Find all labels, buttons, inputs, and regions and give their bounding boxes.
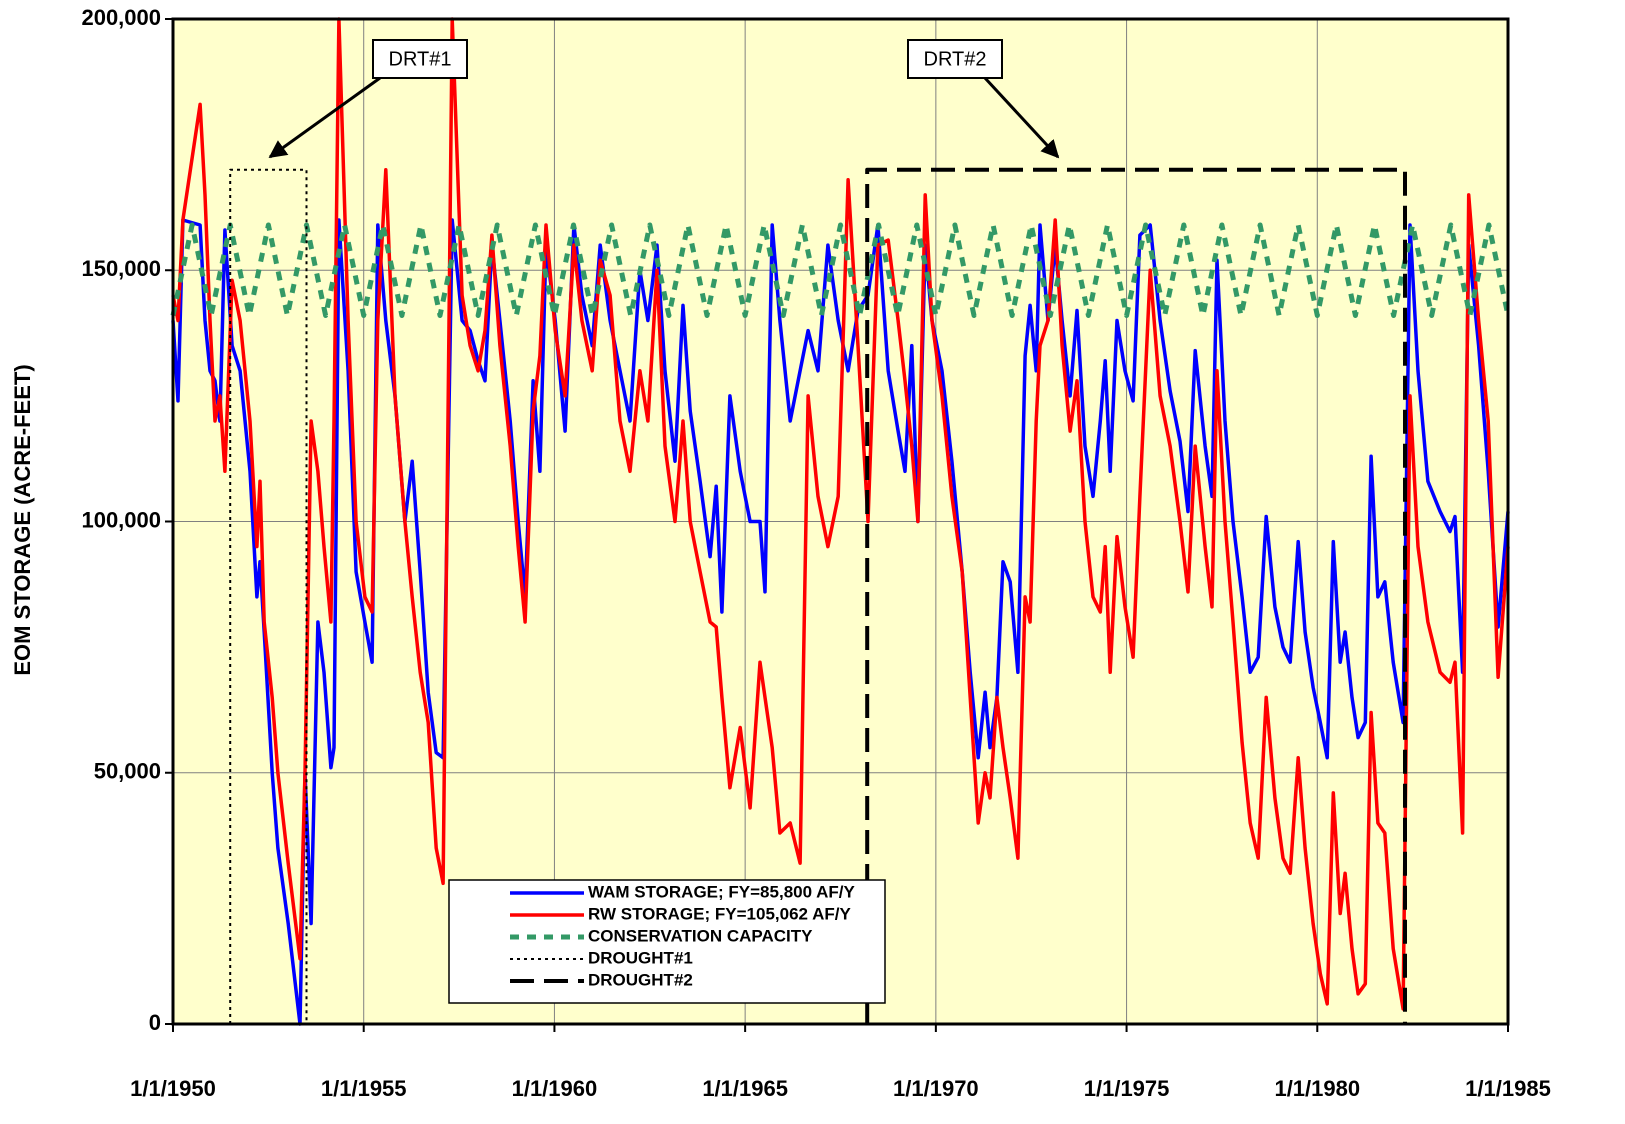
annotation-box [907,39,1003,79]
legend-label: DROUGHT#1 [588,948,693,967]
x-tick-label: 1/1/1975 [1084,1076,1170,1101]
annotation-arrow [983,76,1060,159]
y-tick-label: 150,000 [81,256,161,281]
series-line [171,17,1510,1011]
legend-label: RW STORAGE; FY=105,062 AF/Y [588,904,851,923]
x-tick-label: 1/1/1980 [1274,1076,1360,1101]
annotation: DRT#2 [924,48,987,70]
x-tick-label: 1/1/1985 [1465,1076,1551,1101]
x-tick-label: 1/1/1965 [702,1076,788,1101]
y-tick-label: 100,000 [81,507,161,532]
annotation: DRT#1 [389,48,452,70]
x-tick-label: 1/1/1970 [893,1076,979,1101]
series-line [171,218,1510,1026]
annotation-box [372,39,468,79]
y-axis-label: EOM STORAGE (ACRE-FEET) [10,364,35,675]
x-tick-label: 1/1/1960 [512,1076,598,1101]
x-tick-label: 1/1/1950 [130,1076,216,1101]
y-tick-label: 50,000 [94,759,161,784]
series-line [865,167,1407,1024]
series-line [170,222,1511,318]
y-tick-label: 200,000 [81,5,161,30]
legend-label: CONSERVATION CAPACITY [588,926,813,945]
x-tick-label: 1/1/1955 [321,1076,407,1101]
legend-label: DROUGHT#2 [588,970,693,989]
y-tick-label: 0 [149,1010,161,1035]
legend-label: WAM STORAGE; FY=85,800 AF/Y [588,882,856,901]
annotation-arrow [268,76,381,159]
series-line [229,168,308,1024]
